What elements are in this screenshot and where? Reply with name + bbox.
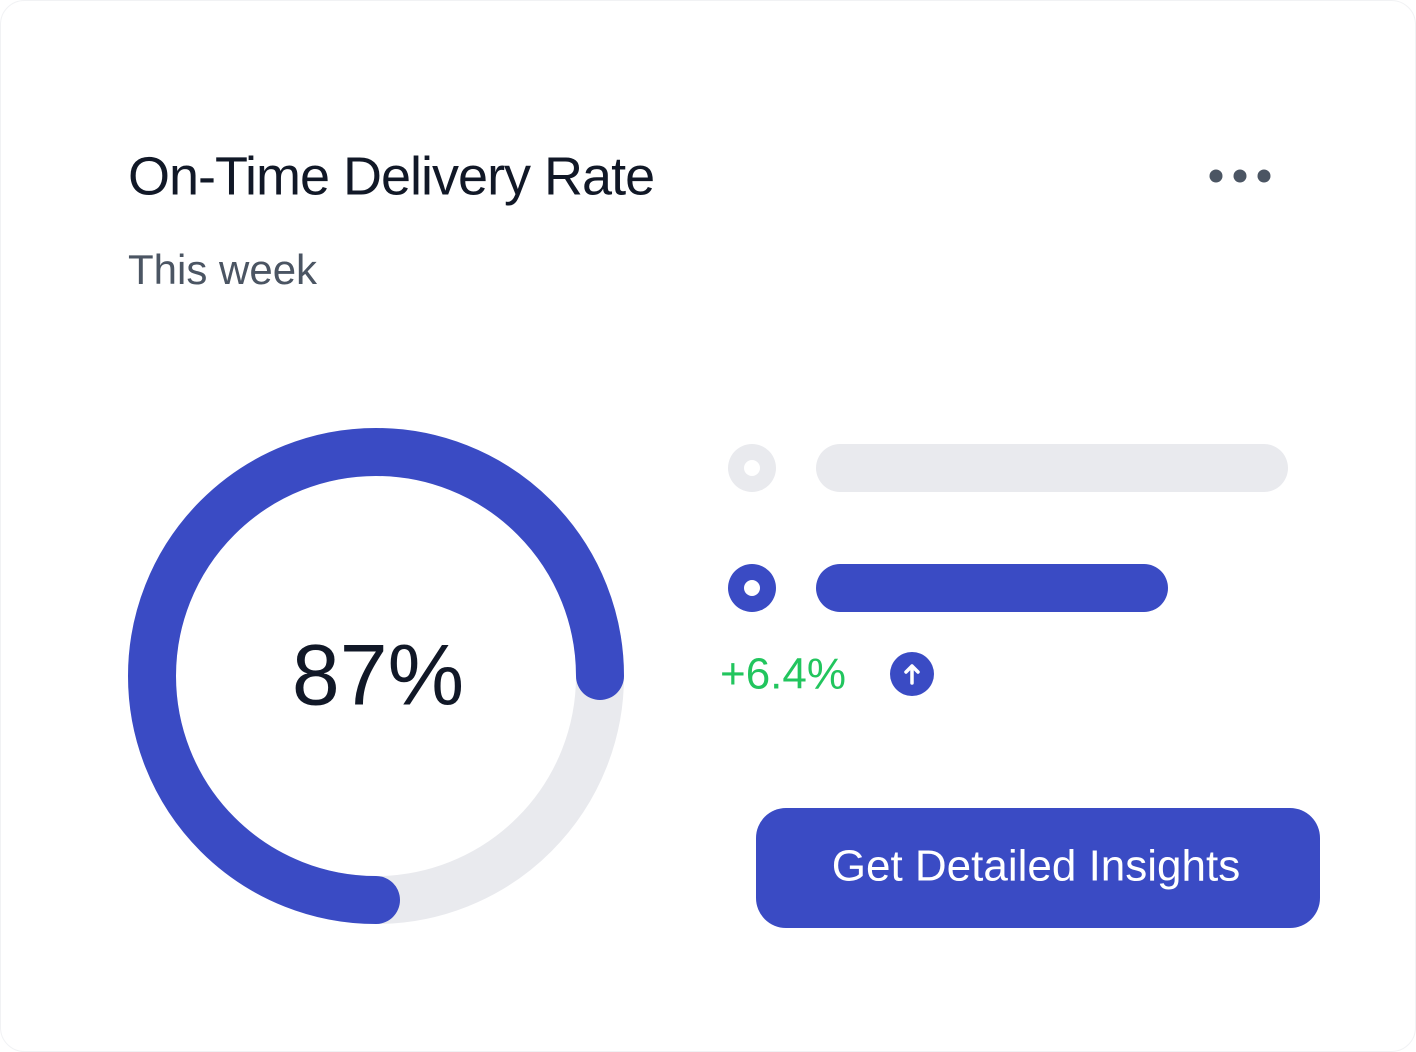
card-subtitle: This week xyxy=(128,246,318,293)
legend-dot-center xyxy=(744,580,760,596)
legend-dot-center xyxy=(744,460,760,476)
up-arrow xyxy=(904,664,920,685)
card-title: On-Time Delivery Rate xyxy=(128,146,654,206)
change-label: +6.4% xyxy=(720,650,846,699)
gauge-label: 87% xyxy=(292,628,464,724)
button-background[interactable] xyxy=(756,808,1320,928)
button-label[interactable]: Get Detailed Insights xyxy=(832,842,1240,891)
placeholder-bar xyxy=(816,444,1288,492)
up-icon xyxy=(890,652,934,696)
menu-dot xyxy=(1233,169,1247,183)
insights-button[interactable]: Get Detailed Insights xyxy=(756,808,1320,928)
gauge-arc xyxy=(128,428,624,924)
menu-dot xyxy=(1257,169,1271,183)
menu-dot xyxy=(1209,169,1223,183)
placeholder-bar xyxy=(816,564,1168,612)
more-menu[interactable] xyxy=(1196,152,1284,200)
